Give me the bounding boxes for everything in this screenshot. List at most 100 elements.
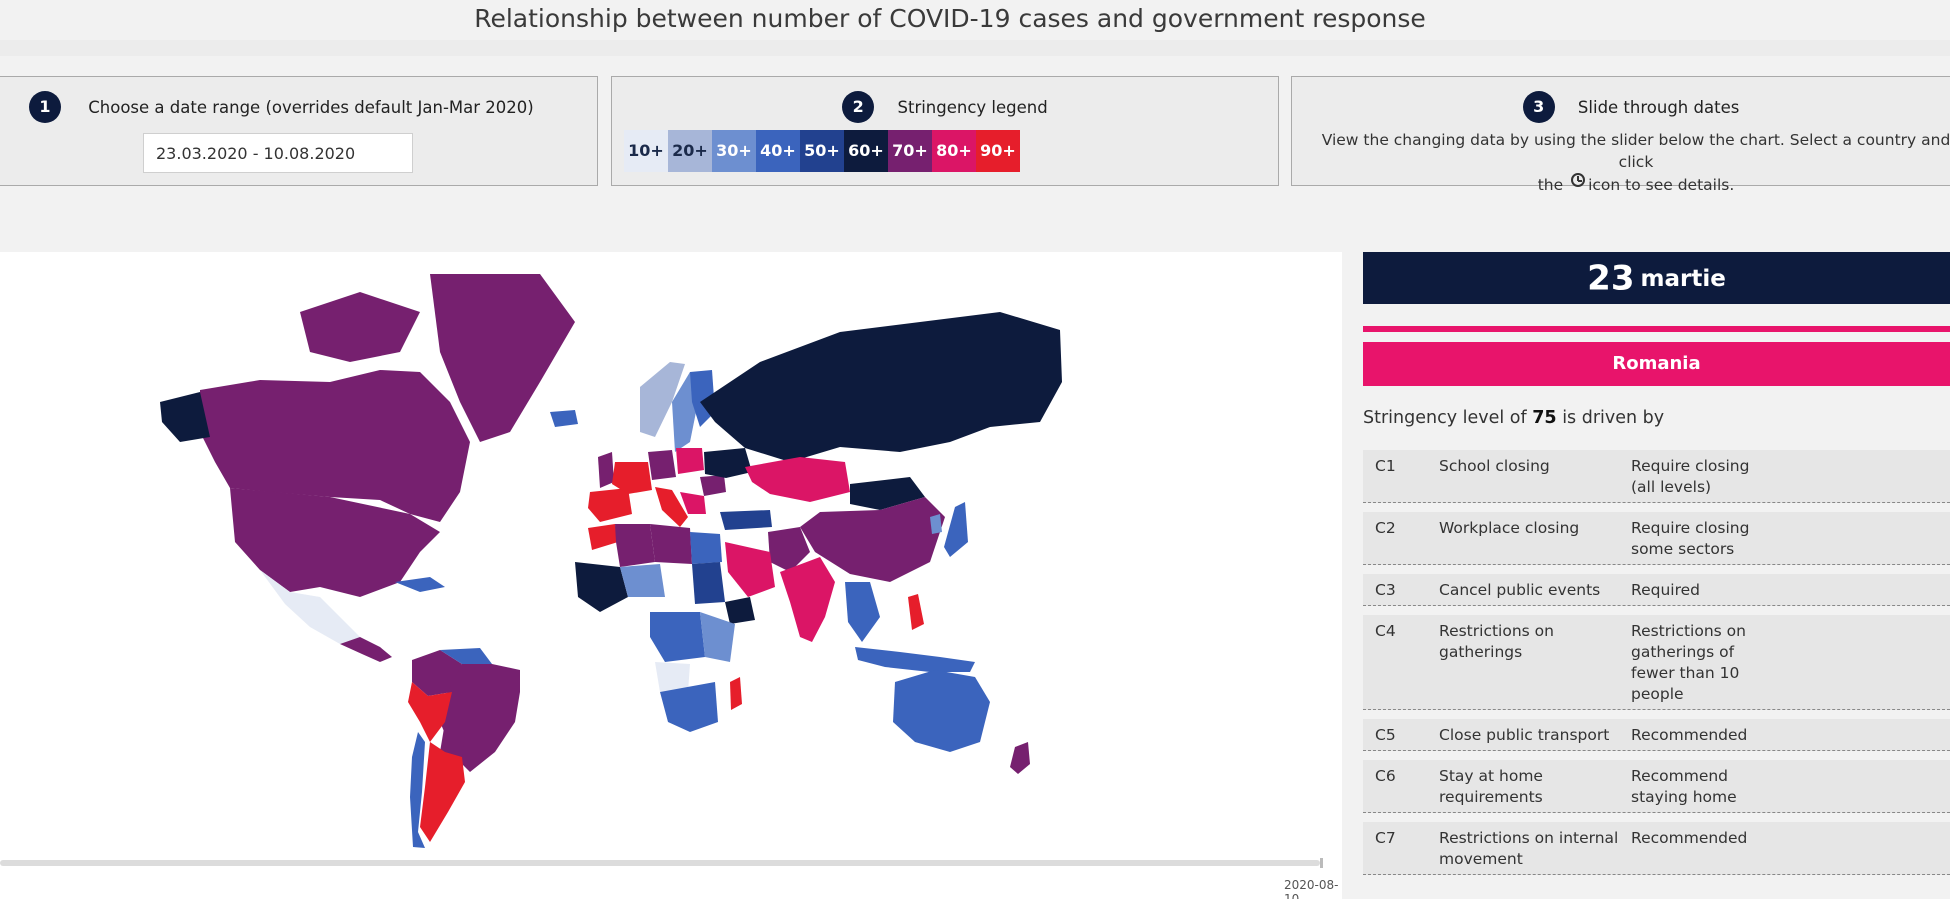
map-country-venezuela[interactable] bbox=[440, 648, 492, 664]
step-2-badge: 2 bbox=[842, 91, 875, 123]
legend-cell-10: 10+ bbox=[624, 130, 668, 172]
world-map[interactable] bbox=[0, 252, 1342, 852]
date-range-input[interactable] bbox=[143, 133, 413, 173]
indicator-name: Cancel public events bbox=[1439, 581, 1601, 599]
stringency-legend-card: 2 Stringency legend 10+ 20+ 30+ 40+ 50+ … bbox=[611, 76, 1279, 186]
indicator-value: Recommend staying home bbox=[1631, 767, 1737, 806]
map-country-ethiopia[interactable] bbox=[725, 597, 755, 624]
map-country-spain[interactable] bbox=[588, 488, 632, 522]
table-row: C3 Cancel public events Required bbox=[1363, 574, 1950, 606]
indicator-name: Restrictions on gatherings bbox=[1439, 622, 1554, 661]
map-country-southern-africa[interactable] bbox=[660, 682, 718, 732]
map-country-drc[interactable] bbox=[650, 612, 705, 662]
selected-country: Romania bbox=[1363, 342, 1950, 386]
map-country-australia[interactable] bbox=[893, 670, 990, 752]
map-country-ukraine[interactable] bbox=[704, 448, 752, 478]
map-country-balkans[interactable] bbox=[680, 492, 706, 514]
table-row: C4 Restrictions on gatherings Restrictio… bbox=[1363, 615, 1950, 710]
indicator-code: C3 bbox=[1375, 581, 1396, 599]
map-country-canada[interactable] bbox=[200, 370, 470, 522]
indicator-value: Restrictions on gatherings of fewer than… bbox=[1631, 622, 1746, 703]
date-slider-end-label: 2020-08-10 bbox=[1284, 878, 1339, 899]
table-row: C5 Close public transport Recommended bbox=[1363, 719, 1950, 751]
map-country-southeast-asia[interactable] bbox=[845, 582, 880, 642]
indicator-value: Require closing (all levels) bbox=[1631, 457, 1750, 496]
map-country-turkey[interactable] bbox=[720, 510, 772, 530]
map-country-iran[interactable] bbox=[768, 527, 810, 572]
map-country-bolivia[interactable] bbox=[440, 722, 465, 757]
map-country-uk[interactable] bbox=[598, 452, 614, 488]
map-country-indonesia[interactable] bbox=[855, 647, 975, 672]
map-country-romania[interactable] bbox=[700, 475, 726, 496]
map-country-chile[interactable] bbox=[410, 732, 425, 848]
selected-month: martie bbox=[1640, 265, 1726, 292]
slide-dates-card: 3 Slide through dates View the changing … bbox=[1291, 76, 1950, 194]
map-country-iceland[interactable] bbox=[550, 410, 578, 427]
indicator-code: C6 bbox=[1375, 767, 1396, 785]
slide-dates-instructions: View the changing data by using the slid… bbox=[1321, 131, 1950, 194]
indicator-code: C1 bbox=[1375, 457, 1396, 475]
map-country-poland[interactable] bbox=[676, 448, 704, 474]
legend-cell-80: 80+ bbox=[932, 130, 976, 172]
map-country-east-africa[interactable] bbox=[700, 612, 735, 662]
country-details-panel: 23 martie Romania Stringency level of 75 … bbox=[1363, 252, 1950, 899]
map-country-kazakhstan[interactable] bbox=[745, 457, 850, 502]
map-country-central-sahel[interactable] bbox=[620, 564, 665, 597]
map-country-madagascar[interactable] bbox=[730, 677, 742, 710]
map-country-greenland[interactable] bbox=[430, 274, 575, 442]
map-country-colombia[interactable] bbox=[412, 650, 462, 696]
map-country-libya[interactable] bbox=[650, 524, 692, 564]
map-country-saudi-arabia[interactable] bbox=[725, 542, 775, 597]
map-country-russia[interactable] bbox=[700, 312, 1062, 462]
map-country-west-africa[interactable] bbox=[575, 562, 628, 612]
page-title: Relationship between number of COVID-19 … bbox=[474, 4, 1426, 33]
indicator-code: C7 bbox=[1375, 829, 1396, 847]
indicator-code: C5 bbox=[1375, 726, 1396, 744]
legend-cell-50: 50+ bbox=[800, 130, 844, 172]
map-country-japan[interactable] bbox=[944, 502, 968, 557]
map-country-china[interactable] bbox=[800, 497, 945, 582]
map-country-usa[interactable] bbox=[230, 488, 440, 597]
date-range-card: 1 Choose a date range (overrides default… bbox=[0, 76, 598, 186]
map-country-morocco[interactable] bbox=[588, 524, 618, 550]
step-1-badge: 1 bbox=[29, 91, 61, 123]
map-country-alaska[interactable] bbox=[160, 392, 210, 442]
map-country-angola[interactable] bbox=[655, 662, 690, 692]
stringency-legend-label: Stringency legend bbox=[897, 97, 1048, 117]
date-range-label: Choose a date range (overrides default J… bbox=[88, 97, 534, 117]
accent-divider bbox=[1363, 326, 1950, 332]
map-country-india[interactable] bbox=[780, 557, 835, 642]
indicator-name: Stay at home requirements bbox=[1439, 767, 1543, 806]
map-country-algeria[interactable] bbox=[615, 524, 655, 567]
map-country-central-america[interactable] bbox=[340, 637, 392, 662]
indicator-value: Require closing some sectors bbox=[1631, 519, 1750, 558]
map-country-sudan[interactable] bbox=[692, 562, 725, 604]
map-country-germany[interactable] bbox=[648, 450, 676, 480]
map-country-norway[interactable] bbox=[640, 362, 685, 437]
map-country-argentina[interactable] bbox=[420, 742, 465, 842]
map-country-italy[interactable] bbox=[655, 487, 688, 527]
indicator-code: C2 bbox=[1375, 519, 1396, 537]
map-country-caribbean[interactable] bbox=[395, 577, 445, 592]
legend-cell-90: 90+ bbox=[976, 130, 1020, 172]
clock-icon bbox=[1571, 173, 1586, 187]
map-country-mongolia[interactable] bbox=[850, 477, 925, 510]
indicator-name: Close public transport bbox=[1439, 726, 1610, 744]
map-country-philippines[interactable] bbox=[908, 594, 924, 630]
legend-cell-30: 30+ bbox=[712, 130, 756, 172]
legend-cell-40: 40+ bbox=[756, 130, 800, 172]
legend-cell-20: 20+ bbox=[668, 130, 712, 172]
map-country-new-zealand[interactable] bbox=[1010, 742, 1030, 774]
map-country-korea[interactable] bbox=[930, 514, 942, 534]
table-row: C2 Workplace closing Require closing som… bbox=[1363, 512, 1950, 565]
legend-cell-70: 70+ bbox=[888, 130, 932, 172]
map-country-egypt[interactable] bbox=[690, 532, 722, 564]
map-country-france[interactable] bbox=[612, 462, 652, 494]
indicator-code: C4 bbox=[1375, 622, 1396, 640]
legend-cell-60: 60+ bbox=[844, 130, 888, 172]
map-country-mexico[interactable] bbox=[260, 570, 360, 644]
date-slider-end-tick bbox=[1320, 858, 1323, 868]
map-country-arctic-islands[interactable] bbox=[300, 292, 420, 362]
date-slider-track[interactable] bbox=[0, 860, 1320, 866]
map-country-peru[interactable] bbox=[408, 682, 452, 742]
